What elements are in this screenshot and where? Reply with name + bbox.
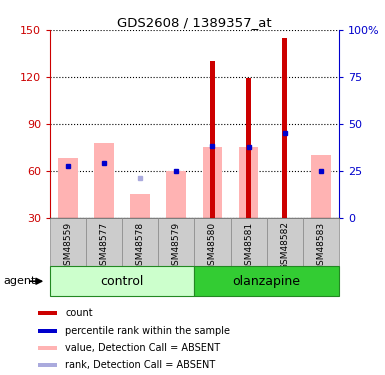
Bar — [231, 217, 266, 266]
Bar — [166, 171, 186, 217]
Bar — [50, 217, 86, 266]
Bar — [283, 38, 287, 218]
Bar — [122, 217, 158, 266]
Bar — [311, 155, 331, 218]
Text: agent: agent — [4, 276, 36, 286]
Bar — [38, 328, 57, 333]
Text: value, Detection Call = ABSENT: value, Detection Call = ABSENT — [65, 343, 221, 353]
Text: GSM48582: GSM48582 — [280, 221, 289, 270]
Bar — [86, 217, 122, 266]
Bar — [266, 217, 303, 266]
Bar — [38, 363, 57, 367]
Bar — [303, 217, 339, 266]
Text: GSM48580: GSM48580 — [208, 221, 217, 270]
Bar — [58, 158, 78, 218]
Title: GDS2608 / 1389357_at: GDS2608 / 1389357_at — [117, 16, 272, 29]
Text: olanzapine: olanzapine — [233, 275, 301, 288]
Bar — [246, 78, 251, 218]
Bar — [158, 217, 194, 266]
Text: GSM48559: GSM48559 — [64, 221, 73, 270]
Text: rank, Detection Call = ABSENT: rank, Detection Call = ABSENT — [65, 360, 216, 370]
Bar — [194, 266, 339, 296]
Bar — [38, 346, 57, 350]
Text: GSM48581: GSM48581 — [244, 221, 253, 270]
Text: count: count — [65, 308, 93, 318]
Text: GSM48583: GSM48583 — [316, 221, 325, 270]
Text: GSM48577: GSM48577 — [100, 221, 109, 270]
Bar — [203, 147, 223, 218]
Text: GSM48578: GSM48578 — [136, 221, 145, 270]
Bar — [94, 142, 114, 218]
Bar — [194, 217, 231, 266]
Text: percentile rank within the sample: percentile rank within the sample — [65, 326, 231, 336]
Bar — [38, 311, 57, 315]
Bar — [50, 266, 194, 296]
Text: GSM48579: GSM48579 — [172, 221, 181, 270]
Text: control: control — [100, 275, 144, 288]
Bar — [131, 194, 150, 217]
Bar — [239, 147, 258, 218]
Bar — [210, 61, 215, 217]
